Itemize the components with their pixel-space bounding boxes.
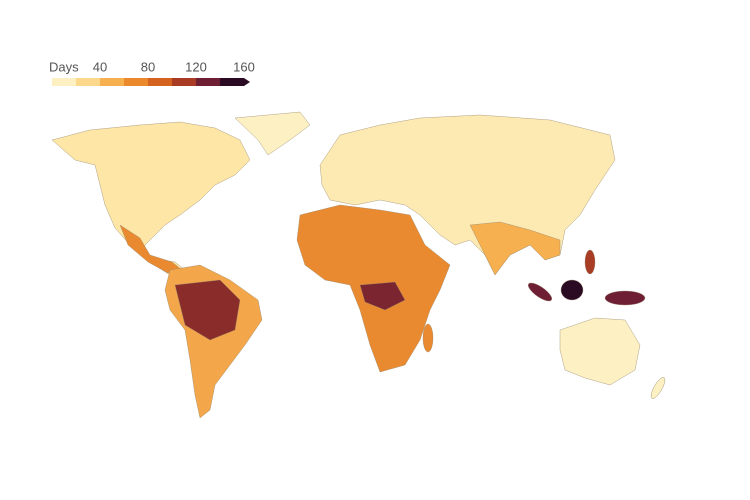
legend-swatch — [100, 78, 124, 86]
legend-swatch — [148, 78, 172, 86]
australia — [559, 317, 641, 386]
legend-tick-label: 160 — [233, 59, 255, 74]
new-guinea — [604, 290, 646, 306]
greenland — [234, 111, 311, 156]
south-asia — [469, 221, 561, 276]
world-map — [51, 111, 666, 419]
legend-tick-label: 120 — [185, 59, 207, 74]
philippines — [584, 249, 596, 275]
legend-swatch — [172, 78, 196, 86]
north-america — [51, 121, 251, 276]
legend-swatch — [220, 78, 250, 86]
madagascar — [422, 323, 434, 353]
legend-swatch — [196, 78, 220, 86]
congo — [359, 281, 406, 311]
legend-tick-label: 40 — [93, 59, 107, 74]
legend-swatch — [76, 78, 100, 86]
sumatra — [527, 282, 553, 302]
legend-title: Days — [49, 59, 79, 74]
borneo — [560, 279, 584, 301]
legend-swatch — [52, 78, 76, 86]
amazon — [174, 279, 241, 341]
new-zealand — [650, 377, 666, 399]
legend-swatch — [124, 78, 148, 86]
legend-tick-label: 80 — [141, 59, 155, 74]
